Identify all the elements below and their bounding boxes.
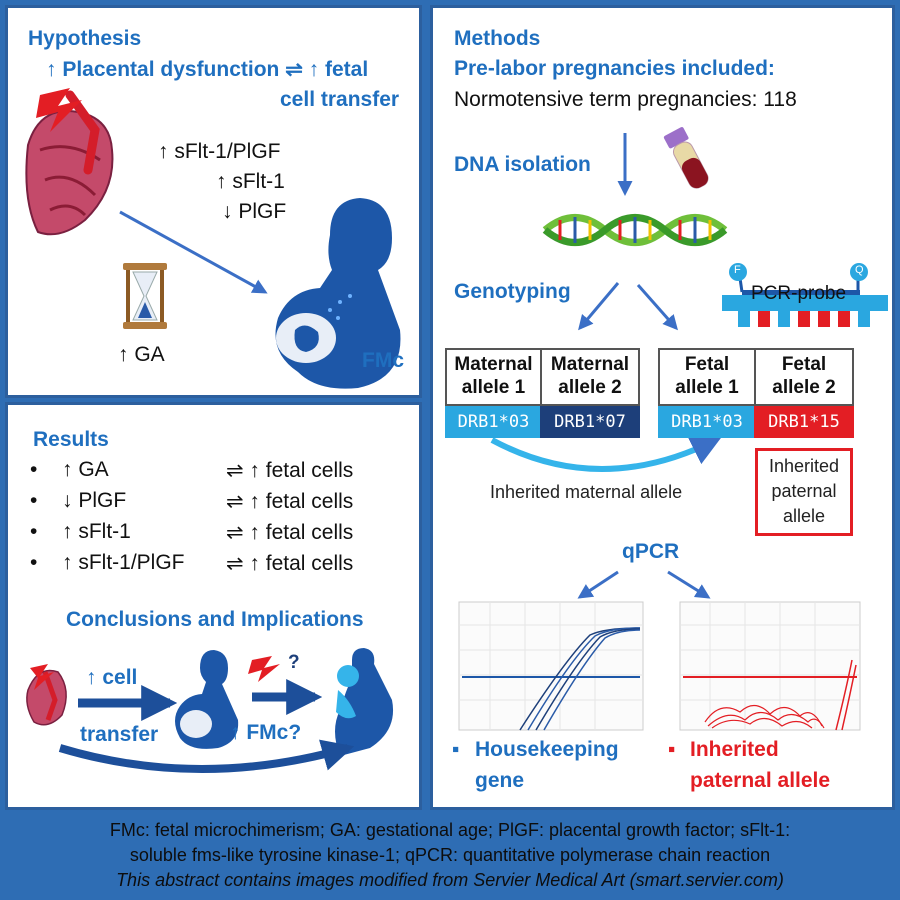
qpcr-label: qPCR: [622, 540, 680, 563]
allele-header-line2: allele 1: [675, 377, 739, 398]
allele-header-line2: allele 1: [461, 377, 526, 398]
marker-plgf: ↓ PlGF: [222, 200, 287, 223]
result-row: •: [30, 458, 38, 481]
question-mark: ?: [288, 652, 300, 673]
hypothesis-arrow: [119, 210, 268, 294]
blood-tube-icon: [663, 127, 709, 189]
methods-title: Methods: [454, 27, 541, 50]
housekeeping-line2: gene: [475, 769, 525, 792]
footer-line2: soluble fms-like tyrosine kinase-1; qPCR…: [129, 845, 771, 865]
marker-ratio: ↑ sFlt-1/PlGF: [158, 140, 281, 163]
qpcr-plot-paternal: [679, 601, 861, 731]
allele-header: Fetal allele 2: [754, 348, 854, 406]
marker-sflt1: ↑ sFlt-1: [216, 170, 285, 193]
conclusions-title: Conclusions and Implications: [66, 608, 364, 631]
qpcr-plot-housekeeping: [458, 601, 644, 731]
paternal-box-line: paternal: [771, 481, 837, 501]
results-title: Results: [33, 428, 109, 451]
allele-header-line1: Fetal: [781, 354, 827, 375]
allele-value-fetal-1: DRB1*03: [658, 406, 756, 438]
inherited-maternal-label: Inherited maternal allele: [490, 482, 683, 502]
allele-value-fetal-2: DRB1*15: [754, 406, 854, 438]
allele-header: Maternal allele 1: [445, 348, 542, 406]
result-left: ↑ sFlt-1: [62, 520, 131, 543]
dna-isolation-label: DNA isolation: [454, 153, 591, 176]
paternal-bullet: ▪: [668, 738, 676, 761]
footer-credit: This abstract contains images modified f…: [116, 870, 784, 890]
included-text: Normotensive term pregnancies: 118: [454, 88, 797, 111]
footer-line1: FMc: fetal microchimerism; GA: gestation…: [109, 820, 791, 840]
probe-f-label: F: [734, 264, 741, 276]
qpcr-left-arrow: [577, 570, 619, 599]
dna-helix-icon: [542, 214, 728, 246]
maternal-arrow: [578, 282, 620, 331]
allele-header-line2: allele 2: [558, 377, 622, 398]
result-right: ⇌ ↑ fetal cells: [226, 552, 354, 575]
result-right: ⇌ ↑ fetal cells: [226, 490, 354, 513]
placenta-small-icon: [26, 664, 67, 726]
lightning-icon: [36, 88, 82, 132]
allele-header-line2: allele 2: [772, 377, 836, 398]
result-right: ⇌ ↑ fetal cells: [226, 521, 354, 544]
housekeeping-bullet: ▪: [452, 738, 460, 761]
result-left: ↑ sFlt-1/PlGF: [62, 551, 185, 574]
paternal-box-line: Inherited: [768, 456, 840, 476]
footer: FMc: fetal microchimerism; GA: gestation…: [0, 812, 900, 900]
pcr-probe-icon: [722, 263, 888, 327]
mother-child-icon: [335, 648, 394, 756]
cell-label: ↑ cell: [86, 666, 138, 689]
fetal-arrow: [636, 284, 678, 331]
paternal-line1: Inherited: [690, 738, 779, 761]
pregnant-woman-icon: [275, 198, 401, 389]
paternal-box-line: allele: [782, 506, 826, 526]
allele-header-line1: Maternal: [454, 354, 533, 375]
result-left: ↓ PlGF: [62, 489, 127, 512]
qpcr-right-arrow: [667, 570, 711, 599]
allele-header: Fetal allele 1: [658, 348, 756, 406]
result-row: •: [30, 551, 38, 574]
result-right: ⇌ ↑ fetal cells: [226, 459, 354, 482]
pregnant-woman-small-icon: [175, 650, 239, 749]
result-row: •: [30, 520, 38, 543]
allele-header-line1: Fetal: [684, 354, 730, 375]
allele-value-maternal-2: DRB1*07: [540, 406, 640, 438]
fmc-label: FMc: [362, 349, 404, 372]
transfer-label: transfer: [80, 723, 159, 746]
pcr-probe-label: PCR-probe: [751, 283, 847, 304]
result-left: ↑ GA: [62, 458, 109, 481]
included-title: Pre-labor pregnancies included:: [454, 57, 775, 80]
inherited-paternal-box: Inherited paternal allele: [755, 448, 853, 536]
genotyping-label: Genotyping: [454, 280, 571, 303]
allele-header-line1: Maternal: [550, 354, 630, 375]
probe-q-label: Q: [855, 264, 864, 276]
long-term-arrow: [58, 739, 355, 773]
hypothesis-line2: cell transfer: [280, 88, 400, 111]
fmc-question-label: ↑ FMc?: [230, 721, 302, 744]
inherited-arc: [490, 437, 722, 472]
housekeeping-line1: Housekeeping: [475, 738, 619, 761]
hypothesis-line1: ↑ Placental dysfunction ⇌ ↑ fetal: [46, 58, 369, 81]
hourglass-icon: [123, 263, 167, 329]
hypothesis-title: Hypothesis: [28, 27, 142, 50]
allele-header: Maternal allele 2: [540, 348, 640, 406]
paternal-line2: paternal allele: [690, 769, 831, 792]
allele-value-maternal-1: DRB1*03: [445, 406, 542, 438]
result-row: •: [30, 489, 38, 512]
ga-label: ↑ GA: [118, 343, 165, 366]
lightning-small-icon: [248, 656, 280, 682]
